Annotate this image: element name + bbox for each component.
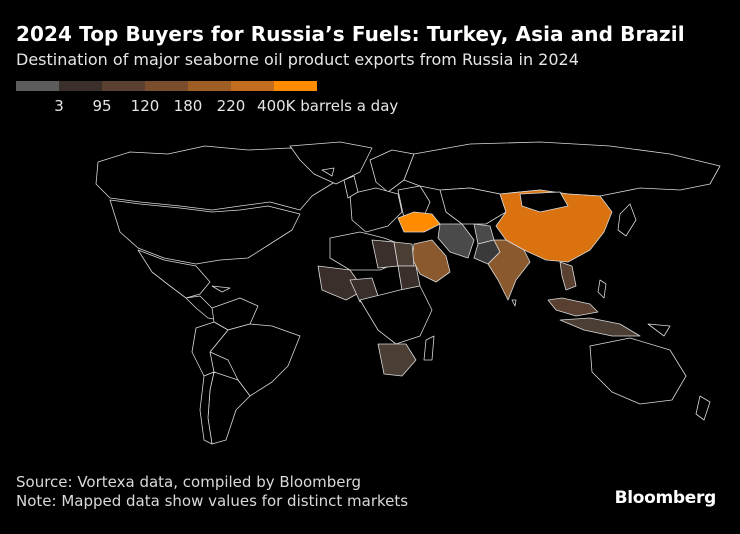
country-chile [199, 371, 215, 445]
legend-color-bar [16, 81, 317, 91]
world-map-svg [95, 141, 721, 445]
country-cuba [211, 285, 231, 293]
bloomberg-logo: Bloomberg [614, 488, 717, 508]
legend-label-1: 95 [92, 97, 112, 115]
country-new-zealand [695, 395, 711, 421]
country-iran [437, 223, 475, 259]
legend-label-2: 120 [130, 97, 160, 115]
country-egypt [393, 241, 415, 267]
country-uk [343, 175, 359, 199]
country-peru-bolivia [191, 321, 229, 377]
country-canada [95, 145, 339, 211]
country-vietnam [559, 261, 577, 291]
chart-subtitle: Destination of major seaborne oil produc… [16, 50, 579, 69]
legend-label-5: 400K barrels a day [257, 97, 399, 115]
country-central-africa [359, 285, 433, 345]
country-mongolia [519, 191, 569, 213]
legend-swatch-6 [274, 81, 317, 91]
legend-swatch-1 [59, 81, 102, 91]
country-madagascar [423, 335, 435, 361]
country-indonesia [559, 317, 641, 337]
country-brazil [209, 323, 301, 397]
legend-swatch-3 [145, 81, 188, 91]
country-russia [403, 141, 721, 197]
country-mexico [137, 249, 211, 299]
legend-swatch-5 [231, 81, 274, 91]
world-map [0, 140, 740, 460]
color-legend: 3 95 120 180 220 400K barrels a day [16, 81, 398, 121]
country-west-africa [317, 265, 365, 301]
legend-swatch-0 [16, 81, 59, 91]
legend-label-3: 180 [173, 97, 203, 115]
country-south-africa [377, 343, 417, 377]
country-png [647, 323, 671, 337]
country-china [495, 189, 613, 263]
country-usa [109, 199, 301, 265]
data-note: Note: Mapped data show values for distin… [16, 492, 409, 510]
chart-title: 2024 Top Buyers for Russia’s Fuels: Turk… [16, 22, 685, 46]
legend-label-0: 3 [54, 97, 64, 115]
country-australia [589, 337, 687, 405]
country-iceland [321, 167, 335, 177]
legend-swatch-2 [102, 81, 145, 91]
source-note: Source: Vortexa data, compiled by Bloomb… [16, 473, 361, 491]
country-eastern-europe [397, 185, 431, 219]
country-western-europe [349, 187, 403, 233]
country-philippines [597, 279, 607, 299]
country-india [487, 239, 531, 301]
legend-label-4: 220 [216, 97, 246, 115]
country-malaysia [547, 297, 599, 317]
legend-swatch-4 [188, 81, 231, 91]
country-kazakhstan [439, 187, 507, 225]
country-sri-lanka [511, 299, 517, 307]
country-japan [617, 203, 637, 237]
